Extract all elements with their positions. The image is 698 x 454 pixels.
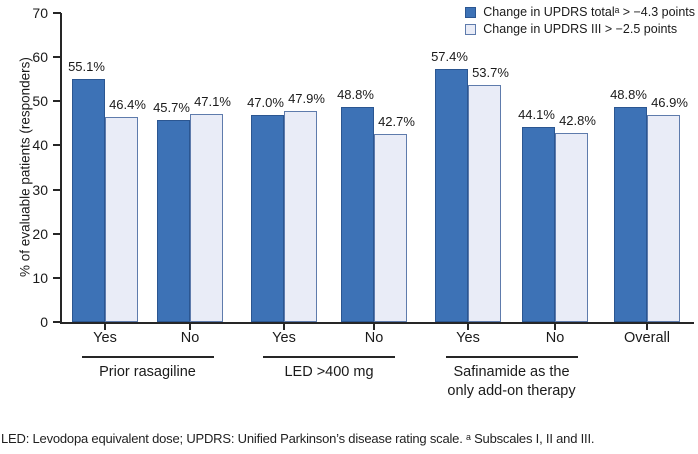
bar-value-label-dark: 55.1% xyxy=(68,58,105,74)
x-axis-tick xyxy=(554,324,556,330)
bar-value-label-dark: 57.4% xyxy=(431,48,468,64)
group-label: Prior rasagiline xyxy=(99,364,196,380)
group-underline xyxy=(81,356,214,358)
bar-updrs-total xyxy=(522,127,555,322)
footnote: LED: Levodopa equivalent dose; UPDRS: Un… xyxy=(1,431,595,446)
bar-updrs-iii xyxy=(468,84,501,322)
group-label: Safinamide as the only add-on therapy xyxy=(447,364,576,399)
legend-item-updrs-iii: Change in UPDRS III > −2.5 points xyxy=(465,22,695,36)
bar-updrs-total xyxy=(614,106,647,322)
y-axis-tick-label: 0 xyxy=(40,314,48,330)
x-axis-tick xyxy=(373,324,375,330)
category-label: No xyxy=(364,330,384,346)
group-underline xyxy=(445,356,578,358)
y-axis-tick-label: 50 xyxy=(32,93,48,110)
legend-swatch-dark-icon xyxy=(465,6,477,18)
legend-item-updrs-total: Change in UPDRS totalᵃ > −4.3 points xyxy=(465,5,695,19)
category-label: No xyxy=(180,330,200,346)
bar-updrs-iii xyxy=(105,117,138,322)
bar-value-label-dark: 48.8% xyxy=(337,86,374,102)
x-axis-tick xyxy=(646,324,648,330)
y-axis-tick-label: 10 xyxy=(32,269,48,286)
bar-value-label-dark: 47.0% xyxy=(247,94,284,110)
plot-area: 0 10 20 30 40 50 60 70 55.1% 46.4% 45.7% 47.1% 47.0%… xyxy=(32,5,692,399)
category-label: Yes xyxy=(93,330,117,346)
legend-label-updrs-total: Change in UPDRS totalᵃ > −4.3 points xyxy=(483,5,695,19)
bar-value-label-light: 42.7% xyxy=(378,113,415,129)
bar-updrs-iii xyxy=(190,114,223,322)
legend-label-updrs-iii: Change in UPDRS III > −2.5 points xyxy=(483,22,678,36)
y-axis-tick xyxy=(53,144,61,147)
y-axis-tick xyxy=(53,188,61,191)
group-underline xyxy=(263,356,395,358)
x-axis-line xyxy=(60,322,694,324)
x-axis-tick xyxy=(283,324,285,330)
legend-swatch-light-icon xyxy=(465,23,477,35)
bar-updrs-total xyxy=(72,78,105,322)
bar-value-label-light: 53.7% xyxy=(472,64,509,80)
category-label: Yes xyxy=(456,330,480,346)
category-label: Overall xyxy=(624,330,670,346)
bar-value-label-dark: 48.8% xyxy=(610,86,647,102)
y-axis-tick xyxy=(53,321,61,323)
y-axis-tick xyxy=(53,12,61,14)
bar-value-label-light: 46.9% xyxy=(651,94,688,110)
y-axis-tick-label: 40 xyxy=(32,137,48,154)
y-axis-tick-label: 30 xyxy=(32,181,48,198)
bar-value-label-dark: 44.1% xyxy=(518,107,555,123)
category-label: Yes xyxy=(272,330,296,346)
legend: Change in UPDRS totalᵃ > −4.3 points Cha… xyxy=(465,5,695,39)
bar-updrs-total xyxy=(435,68,468,322)
y-axis-tick-label: 70 xyxy=(32,5,48,21)
bar-updrs-iii xyxy=(284,110,317,322)
bar-updrs-iii xyxy=(555,133,588,322)
x-axis-tick xyxy=(189,324,191,330)
x-axis-tick xyxy=(467,324,469,330)
bar-value-label-light: 47.1% xyxy=(194,94,231,110)
y-axis-tick xyxy=(53,100,61,103)
bar-updrs-total xyxy=(251,114,284,322)
y-axis-tick-label: 20 xyxy=(32,225,48,242)
bar-updrs-total xyxy=(157,120,190,322)
y-axis-tick-label: 60 xyxy=(32,49,48,66)
bar-updrs-iii xyxy=(374,133,407,322)
bar-value-label-dark: 45.7% xyxy=(153,100,190,116)
y-axis-line xyxy=(60,13,62,324)
category-label: No xyxy=(545,330,565,346)
bar-updrs-total xyxy=(341,106,374,322)
bar-value-label-light: 46.4% xyxy=(109,97,146,113)
y-axis-tick xyxy=(53,276,61,279)
bar-updrs-iii xyxy=(647,114,680,322)
group-label: LED >400 mg xyxy=(284,364,374,380)
y-axis-tick xyxy=(53,56,61,59)
bar-value-label-light: 42.8% xyxy=(559,113,596,129)
bar-value-label-light: 47.9% xyxy=(288,90,325,106)
y-axis-tick xyxy=(53,232,61,235)
x-axis-tick xyxy=(104,324,106,330)
